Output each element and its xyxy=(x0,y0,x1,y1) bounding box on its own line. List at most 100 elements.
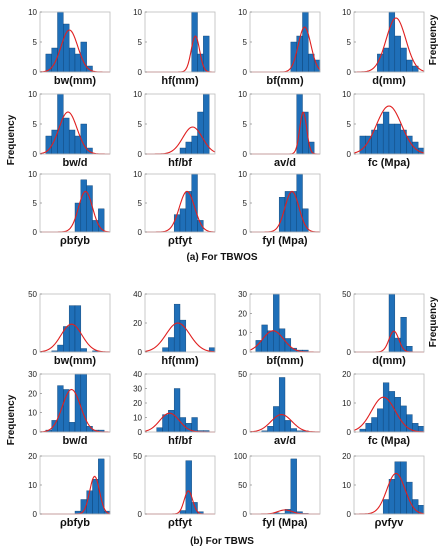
histogram-a-6: 0 5 10 hf/bf xyxy=(133,90,216,169)
bar xyxy=(68,47,76,73)
bar xyxy=(191,417,198,433)
bar xyxy=(156,427,163,433)
y-tick-label: 30 xyxy=(133,385,142,394)
bar xyxy=(388,123,396,155)
caption-a: (a) For TBWOS xyxy=(186,252,257,263)
y-tick-label: 0 xyxy=(138,510,143,519)
y-tick-label: 10 xyxy=(342,90,351,99)
x-axis-label: av/d xyxy=(274,435,296,447)
x-axis-label: ρtfyt xyxy=(168,517,192,529)
x-axis-label: fyl (Mpa) xyxy=(262,235,308,247)
y-tick-label: 0 xyxy=(347,150,352,159)
bar xyxy=(359,135,366,155)
fit-curve xyxy=(249,414,321,433)
bar xyxy=(406,481,413,515)
bar xyxy=(400,461,407,515)
x-axis-label: bw/d xyxy=(62,157,87,169)
bar xyxy=(51,420,58,433)
y-tick-label: 0 xyxy=(33,150,38,159)
y-tick-label: 0 xyxy=(33,228,38,237)
y-tick-label: 0 xyxy=(347,68,352,77)
histogram-a-7: 0 5 10 av/d xyxy=(238,90,321,169)
x-axis-label: bf(mm) xyxy=(266,355,304,367)
x-axis-label: ρtfyt xyxy=(168,235,192,247)
bar xyxy=(86,426,93,433)
y-tick-label: 5 xyxy=(138,38,143,47)
y-tick-label: 0 xyxy=(347,510,352,519)
bar xyxy=(278,377,286,433)
bar xyxy=(267,330,274,353)
bar xyxy=(63,117,70,155)
axes-frame xyxy=(39,293,111,353)
bar xyxy=(388,391,396,433)
histogram-a-9: 0 5 10 ρbfyb xyxy=(28,170,111,247)
histogram-a-11: 0 5 10 fyl (Mpa) xyxy=(238,170,321,247)
bar xyxy=(394,35,401,73)
y-tick-label: 0 xyxy=(243,348,248,357)
y-tick-label: 0 xyxy=(33,510,38,519)
bar xyxy=(284,338,292,353)
bar xyxy=(80,179,87,233)
bar xyxy=(394,461,401,515)
y-tick-label: 50 xyxy=(238,370,247,379)
bar xyxy=(74,135,82,155)
bar xyxy=(382,499,390,515)
y-tick-label: 5 xyxy=(33,120,38,129)
bar xyxy=(80,348,87,353)
y-tick-label: 0 xyxy=(243,510,248,519)
y-tick-label: 5 xyxy=(138,120,143,129)
fit-curve xyxy=(353,105,425,154)
y-tick-label: 0 xyxy=(243,228,248,237)
bar xyxy=(394,123,401,155)
bar xyxy=(371,417,378,433)
y-tick-label: 20 xyxy=(342,370,351,379)
y-tick-label: 5 xyxy=(33,38,38,47)
x-axis-label: d(mm) xyxy=(372,75,406,87)
histogram-b-15: 0 50 d(mm) xyxy=(342,290,425,367)
y-tick-label: 10 xyxy=(28,409,37,418)
bar xyxy=(162,347,169,353)
bar xyxy=(377,408,384,433)
axes-frame xyxy=(249,373,321,433)
axes-frame xyxy=(249,293,321,353)
y-tick-label: 40 xyxy=(133,290,142,299)
y-tick-label: 10 xyxy=(133,414,142,423)
histogram-b-22: 0 50 100 fyl (Mpa) xyxy=(234,452,321,529)
bar xyxy=(308,53,315,73)
y-tick-label: 10 xyxy=(238,329,247,338)
bar xyxy=(290,458,297,515)
bar xyxy=(191,135,198,155)
fit-curve xyxy=(144,322,216,353)
histogram-a-10: 0 5 10 ρtfyt xyxy=(133,170,216,247)
bar xyxy=(267,426,274,433)
y-tick-label: 0 xyxy=(347,428,352,437)
y-tick-label: 50 xyxy=(133,452,142,461)
y-tick-label: 0 xyxy=(347,348,352,357)
y-tick-label: 40 xyxy=(133,370,142,379)
frequency-label-b: Frequency xyxy=(6,394,17,445)
y-tick-label: 50 xyxy=(238,481,247,490)
bar xyxy=(406,59,413,73)
bar xyxy=(80,123,87,155)
y-tick-label: 0 xyxy=(243,68,248,77)
fit-curve xyxy=(353,396,425,433)
bar xyxy=(179,147,187,155)
x-axis-label: hf(mm) xyxy=(161,75,199,87)
x-axis-label: bf(mm) xyxy=(266,75,304,87)
bar xyxy=(203,93,210,155)
bar xyxy=(191,173,198,233)
bar xyxy=(273,406,280,433)
bar xyxy=(74,53,82,73)
x-axis-label: bw(mm) xyxy=(54,355,97,367)
y-tick-label: 10 xyxy=(28,8,37,17)
histogram-b-16: 0 10 20 30 bw/d xyxy=(28,370,111,447)
bar xyxy=(394,337,401,353)
histogram-a-1: 0 5 10 bw(mm) xyxy=(28,8,111,87)
axes-frame xyxy=(353,293,425,353)
y-tick-label: 5 xyxy=(243,38,248,47)
y-tick-label: 0 xyxy=(243,150,248,159)
frequency-label-a-right: Frequency xyxy=(428,14,439,65)
x-axis-label: fc (Mpa) xyxy=(368,157,411,169)
y-tick-label: 20 xyxy=(28,389,37,398)
